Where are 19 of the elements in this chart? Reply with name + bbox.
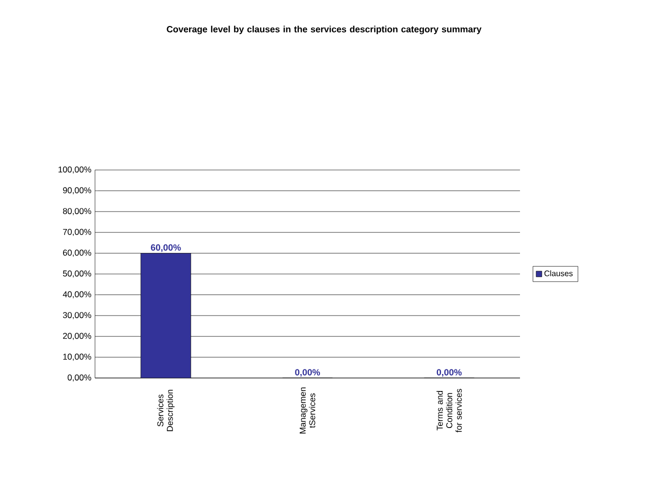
x-tick-label: Terms and Condition for services [436,388,462,432]
y-tick-label: 90,00% [63,187,92,194]
y-tick-label: 0,00% [68,374,92,382]
y-tick-label: 40,00% [62,291,92,298]
y-tick-label: 30,00% [62,312,92,320]
y-tick-label: 80,00% [63,208,92,216]
data-label: 0,00% [436,369,462,377]
x-tick-label: Managemen tServices [300,387,316,434]
y-tick-label: 50,00% [62,270,92,278]
x-tick-label: Services Description [157,390,175,432]
y-tick-label: 20,00% [63,332,92,340]
legend-label: Clauses [544,270,573,276]
y-tick-label: 70,00% [63,228,92,236]
data-label: 60,00% [150,244,181,252]
y-tick-label: 100,00% [58,166,92,174]
data-label: 0,00% [295,369,320,377]
y-tick-label: 10,00% [63,354,92,361]
chart-title: Coverage level by clauses in the services description category summary [166,26,482,34]
y-tick-label: 60,00% [63,250,92,257]
